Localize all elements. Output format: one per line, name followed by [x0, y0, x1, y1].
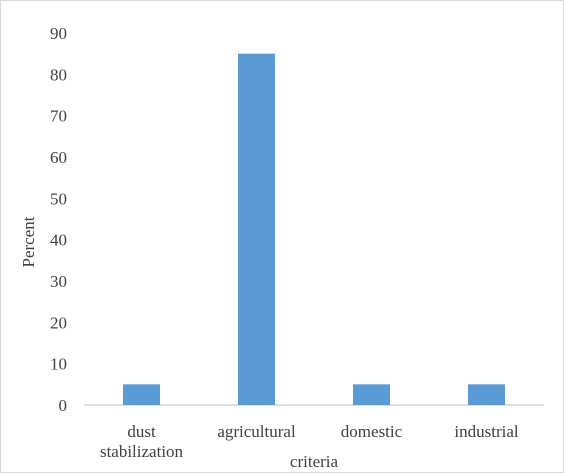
x-tick-label: industrial	[454, 422, 518, 441]
y-axis-ticks: 0 10 20 30 40 50 60 70 80 90	[50, 24, 67, 415]
x-tick-label-line: domestic	[341, 422, 403, 441]
y-tick-label: 50	[50, 189, 67, 208]
y-tick-label: 30	[50, 272, 67, 291]
x-tick-label-line: agricultural	[217, 422, 296, 441]
y-tick-label: 70	[50, 107, 67, 126]
x-tick-label-line: stabilization	[100, 442, 184, 461]
x-tick-label: dust stabilization	[100, 422, 184, 461]
bar	[238, 53, 275, 406]
bar	[123, 384, 160, 405]
y-tick-label: 10	[50, 355, 67, 374]
y-tick-label: 60	[50, 148, 67, 167]
bars	[123, 53, 505, 406]
x-tick-label: agricultural	[217, 422, 296, 441]
y-tick-label: 90	[50, 24, 67, 43]
x-axis-ticks: dust stabilization agricultural domestic ind…	[100, 422, 519, 461]
x-axis-title: criteria	[290, 452, 339, 471]
bar	[468, 384, 505, 405]
y-tick-label: 40	[50, 231, 67, 250]
bar	[353, 384, 390, 405]
y-tick-label: 80	[50, 65, 67, 84]
y-tick-label: 20	[50, 313, 67, 332]
y-tick-label: 0	[59, 396, 68, 415]
x-tick-label-line: industrial	[454, 422, 518, 441]
y-axis-title: Percent	[19, 216, 38, 267]
x-tick-label: domestic	[341, 422, 403, 441]
x-tick-label-line: dust	[127, 422, 156, 441]
